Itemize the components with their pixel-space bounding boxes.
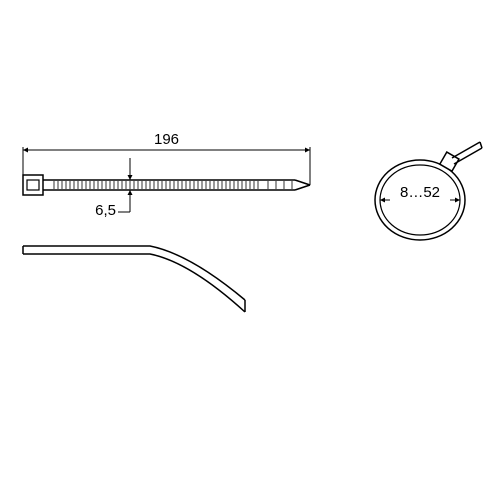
arrow-right <box>305 148 310 153</box>
head-inner <box>27 180 39 190</box>
dim-width-label: 6,5 <box>95 202 116 219</box>
head-outer <box>23 175 43 195</box>
dim-length-label: 196 <box>154 131 179 148</box>
tip-top <box>295 180 310 185</box>
loop-tail-bot <box>454 148 482 164</box>
dim-diameter-label: 8…52 <box>400 184 440 201</box>
loop-tail-end <box>480 142 482 148</box>
loop-arrow-r <box>455 198 460 203</box>
loop-arrow-l <box>380 198 385 203</box>
bent-bottom <box>23 254 245 312</box>
loop-tail-top <box>452 142 480 158</box>
arrow-left <box>23 148 28 153</box>
tip-bottom <box>295 185 310 190</box>
